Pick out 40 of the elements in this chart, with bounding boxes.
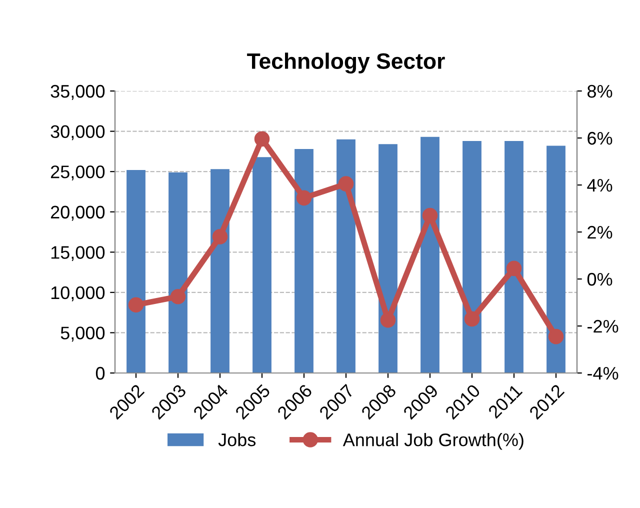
y-tick-label: 35,000 — [50, 84, 105, 100]
point — [506, 260, 522, 276]
point — [212, 229, 228, 244]
y-tick-label: 10,000 — [51, 286, 105, 302]
bar — [210, 169, 230, 373]
y2-tick-label: 6% — [588, 132, 612, 145]
point — [296, 190, 312, 206]
y-tick-label: 20,000 — [50, 206, 105, 221]
bar — [252, 157, 272, 373]
point — [422, 208, 438, 224]
bar — [420, 136, 440, 373]
y-tick-label: 25,000 — [50, 166, 105, 180]
y2-tick-label: 2% — [588, 226, 612, 239]
bar — [294, 149, 314, 373]
point — [380, 312, 396, 328]
legend-label: Jobs — [218, 432, 256, 446]
bar — [126, 170, 146, 373]
point — [128, 297, 144, 312]
y2-tick-label: 8% — [588, 84, 612, 98]
y2-tick-label: 4% — [587, 179, 612, 192]
y-tick-label: 0 — [96, 366, 105, 380]
bar — [462, 140, 482, 373]
y2-tick-label: 0% — [587, 272, 612, 286]
point — [254, 131, 270, 147]
point — [338, 176, 354, 192]
point — [464, 311, 480, 327]
bar — [378, 144, 398, 373]
bar — [168, 172, 188, 373]
point — [170, 288, 186, 304]
y2-tick-label: -2% — [588, 320, 618, 333]
y-tick-label: 30,000 — [50, 125, 105, 140]
legend-label: Annual Job Growth(%) — [342, 432, 524, 450]
bar — [336, 139, 356, 373]
chart-title: Technology Sector — [247, 52, 445, 74]
point — [548, 328, 564, 344]
bar — [546, 146, 566, 373]
y-tick-label: 5,000 — [60, 326, 105, 342]
y2-tick-label: -4% — [588, 367, 618, 380]
y-tick-label: 15,000 — [51, 246, 105, 261]
bar — [504, 140, 524, 373]
